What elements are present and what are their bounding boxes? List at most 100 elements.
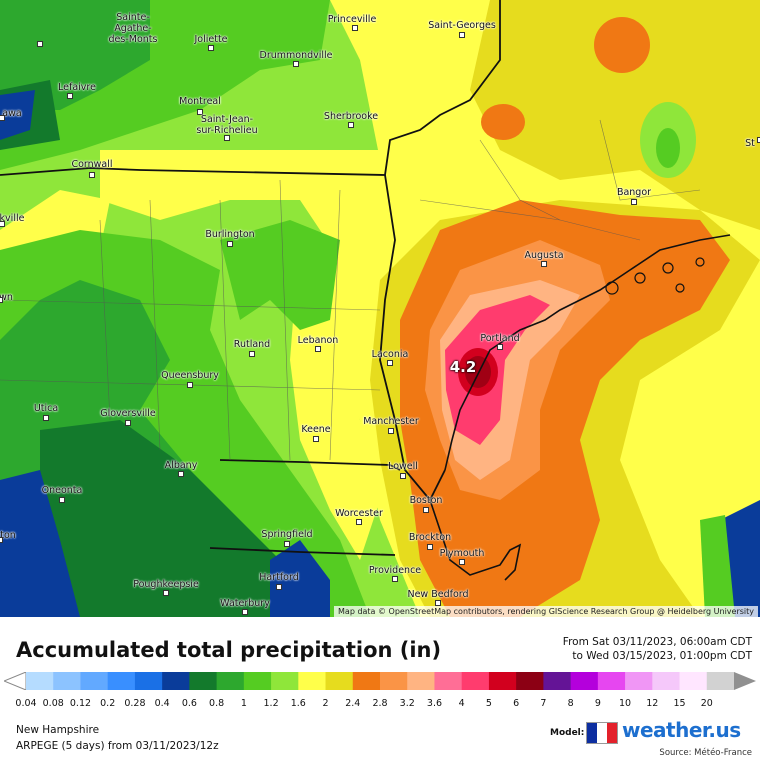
scale-tick-label: 0.12 — [69, 698, 92, 709]
city-label: Plymouth — [439, 548, 485, 559]
dark-red-core — [465, 356, 491, 388]
city-marker — [59, 497, 65, 503]
scale-tick-label: 0.4 — [154, 698, 170, 709]
city-marker — [208, 45, 214, 51]
city-label: Queensbury — [161, 370, 219, 381]
precipitation-map[interactable]: Sainte- Agathe-des-Monts Joliette Drummondv… — [0, 0, 760, 617]
france-flag-icon — [586, 722, 618, 744]
city-label: Burlington — [205, 229, 255, 240]
orange-blob-2 — [481, 104, 525, 140]
city-label: awa — [2, 108, 22, 119]
city-label: Worcester — [335, 508, 383, 519]
blue-area-sw — [0, 470, 80, 617]
city-label: Augusta — [524, 250, 564, 261]
darkest-green-ny — [40, 420, 320, 617]
scale-tick-label: 1.6 — [290, 698, 306, 709]
scale-swatch — [271, 672, 299, 690]
city-marker — [313, 436, 319, 442]
scale-swatch — [488, 672, 517, 690]
city-label: Springfield — [261, 529, 313, 540]
orange-blob-north — [594, 17, 650, 73]
city-marker — [89, 172, 95, 178]
city-label: Princeville — [327, 14, 377, 25]
city-label: Rutland — [233, 339, 271, 350]
city-marker — [400, 473, 406, 479]
map-title: Accumulated total precipitation (in) — [16, 638, 442, 662]
scale-swatch — [189, 672, 218, 690]
model-label: Model: — [550, 728, 585, 738]
model-run: ARPEGE (5 days) from 03/11/2023/12z — [16, 740, 219, 752]
scale-swatch — [380, 672, 408, 690]
scale-swatch — [107, 672, 136, 690]
yellow-area-west — [0, 190, 110, 270]
city-marker — [276, 584, 282, 590]
city-label: St — [745, 138, 755, 149]
scale-swatch — [543, 672, 572, 690]
period-to: to Wed 03/15/2023, 01:00pm CDT — [572, 650, 752, 662]
blue-area-ct — [270, 540, 330, 617]
scale-swatch — [162, 672, 190, 690]
scale-swatch — [134, 672, 163, 690]
yellow-area-central — [100, 150, 400, 260]
city-marker — [0, 297, 3, 303]
scale-swatch — [298, 672, 327, 690]
city-label: Montreal — [179, 96, 221, 107]
city-marker — [459, 32, 465, 38]
city-marker — [249, 351, 255, 357]
city-label: Portland — [480, 333, 520, 344]
scale-swatch — [461, 672, 490, 690]
city-marker — [392, 576, 398, 582]
city-label: Poughkeepsie — [133, 579, 199, 590]
city-marker — [315, 346, 321, 352]
city-label: Lowell — [388, 461, 418, 472]
city-marker — [293, 61, 299, 67]
city-label: Saint-Jean-sur-Richelieu — [196, 114, 258, 136]
city-label: Manchester — [363, 416, 419, 427]
scale-swatch — [325, 672, 354, 690]
city-marker — [125, 420, 131, 426]
city-label: Waterbury — [220, 598, 270, 609]
scale-swatch — [216, 672, 245, 690]
city-marker — [348, 122, 354, 128]
city-label: Gloversville — [100, 408, 156, 419]
city-marker — [388, 428, 394, 434]
scale-tick-label: 6 — [513, 698, 520, 709]
scale-tick-label: 3.6 — [426, 698, 443, 709]
scale-tick-label: 3.2 — [399, 698, 415, 709]
scale-swatch — [570, 672, 599, 690]
city-label: Albany — [164, 460, 198, 471]
city-marker — [163, 590, 169, 596]
city-marker — [387, 360, 393, 366]
scale-swatch — [516, 672, 544, 690]
scale-tick-label: 5 — [485, 698, 492, 709]
scale-swatch — [352, 672, 381, 690]
city-marker — [435, 600, 441, 606]
city-marker — [631, 199, 637, 205]
city-marker — [497, 344, 503, 350]
scale-tick-label: 1 — [240, 698, 247, 709]
city-label: Keene — [301, 424, 331, 435]
max-value-label: 4.2 — [449, 358, 477, 376]
scale-swatch — [706, 672, 735, 690]
city-label: Sherbrooke — [323, 111, 379, 122]
scale-tick-label: 2.8 — [372, 698, 388, 709]
city-label: Hartford — [259, 572, 299, 583]
city-marker — [197, 109, 203, 115]
green-area-vt — [220, 220, 340, 330]
map-canvas — [0, 0, 760, 617]
scale-swatch — [679, 672, 708, 690]
city-marker — [757, 137, 760, 143]
color-scale-bar — [4, 672, 756, 690]
map-attribution: Map data © OpenStreetMap contributors, r… — [334, 606, 758, 617]
city-marker — [427, 544, 433, 550]
city-label: New Bedford — [407, 589, 469, 600]
scale-tick-label: 0.8 — [209, 698, 225, 709]
city-marker — [43, 415, 49, 421]
scale-tick-label: 0.08 — [42, 698, 64, 709]
green-area-se — [700, 515, 735, 617]
source-credit: Source: Météo-France — [659, 748, 752, 758]
border-ma-north — [219, 459, 401, 471]
city-marker — [37, 41, 43, 47]
city-marker — [541, 261, 547, 267]
weather-us-logo[interactable]: weather.us — [622, 718, 741, 742]
